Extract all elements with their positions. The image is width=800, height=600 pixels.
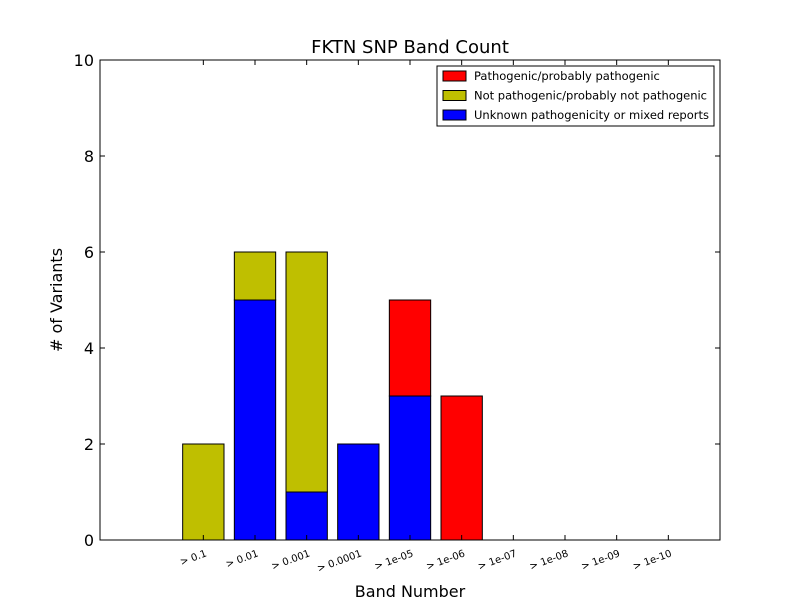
legend-swatch-3 [442,70,467,82]
bar-5-series-1 [388,395,432,541]
y-tick-label: 10 [74,51,94,70]
bar-5-series-3 [388,299,432,397]
bar-2-series-2 [233,251,277,301]
x-tick-label: > 0.001 [270,548,312,572]
x-tick-label: > 1e-07 [477,548,519,572]
y-tick-label: 4 [84,339,94,358]
bar-1-series-2 [182,443,225,541]
bars-layer [182,251,483,541]
legend-label-2: Not pathogenic/probably not pathogenic [474,89,707,103]
bar-6-series-3 [440,395,483,541]
bar-3-series-1 [285,491,328,541]
bar-2-series-1 [233,299,277,541]
y-tick-label: 2 [84,435,94,454]
legend-label-3: Pathogenic/probably pathogenic [474,69,660,83]
x-tick-label: > 0.1 [179,548,209,568]
x-tick-label: > 1e-08 [528,548,570,572]
x-tick-label: > 1e-10 [632,548,674,572]
legend-label-1: Unknown pathogenicity or mixed reports [474,108,709,122]
x-tick-label: > 0.0001 [316,548,364,574]
x-tick-label: > 1e-06 [425,548,467,572]
bar-3-series-2 [285,251,328,493]
y-tick-label: 0 [84,531,94,550]
y-tick-label: 6 [84,243,94,262]
chart-title: FKTN SNP Band Count [311,37,509,58]
x-tick-label: > 1e-09 [580,548,622,572]
y-tick-label: 8 [84,147,94,166]
y-axis-label: # of Variants [47,248,66,352]
legend: Pathogenic/probably pathogenic Not pathog… [436,65,715,127]
x-axis-label: Band Number [355,582,466,600]
legend-box [436,65,715,127]
y-axis: 0 2 4 6 8 10 [74,51,720,550]
x-tick-label: > 0.01 [224,548,260,570]
legend-swatch-2 [442,90,467,101]
legend-swatch-1 [442,109,467,121]
bar-4-series-1 [337,443,380,541]
x-tick-label: > 1e-05 [373,548,415,572]
